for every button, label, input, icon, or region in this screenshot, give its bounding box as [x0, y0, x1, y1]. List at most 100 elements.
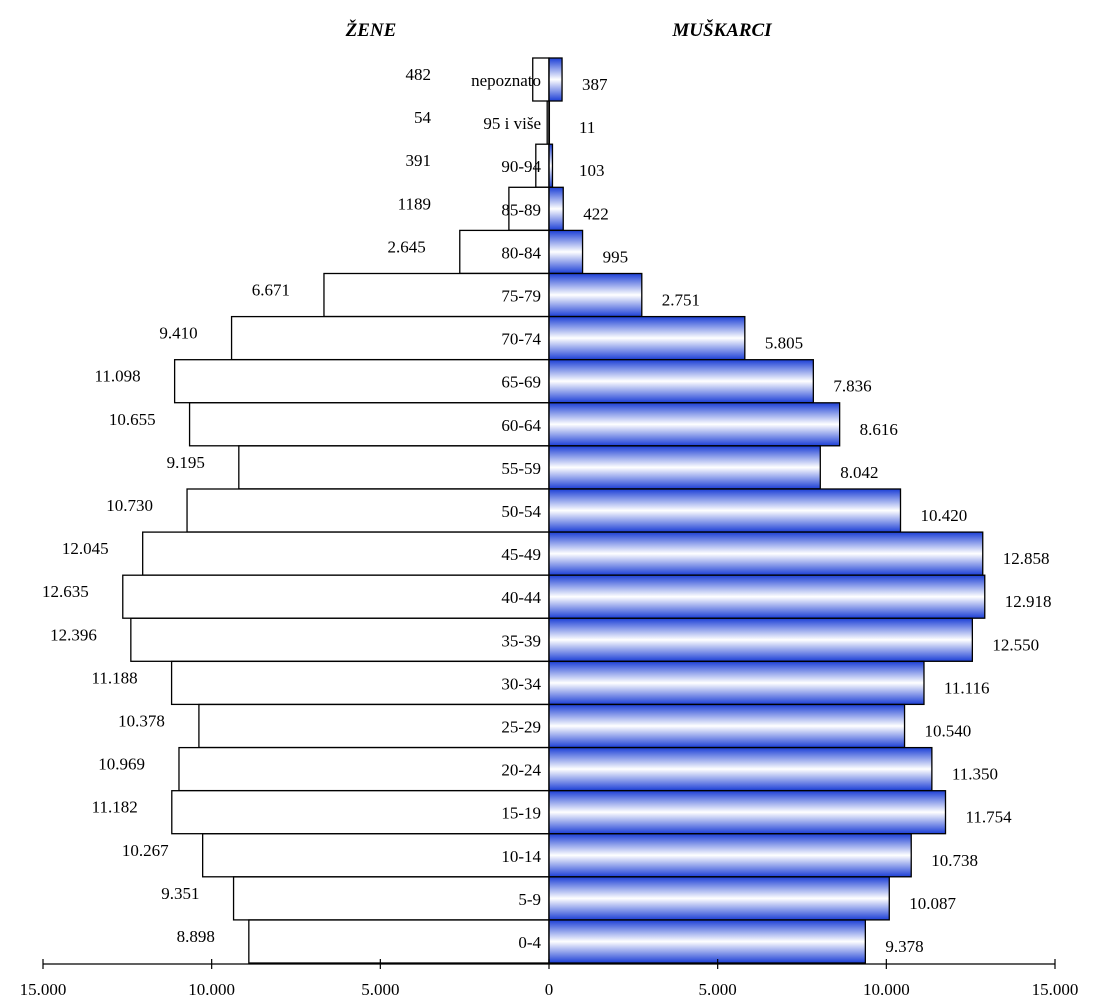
bar-male-10 [548, 488, 902, 533]
bar-female-11 [142, 531, 550, 576]
male-value-label: 995 [603, 247, 629, 266]
female-value-label: 391 [406, 151, 432, 170]
category-label: nepoznato [471, 71, 541, 90]
bar-male-8 [548, 402, 841, 447]
bar-female-12 [122, 574, 550, 619]
category-label: 65-69 [501, 373, 541, 392]
category-label: 45-49 [501, 545, 541, 564]
bar-female-18 [202, 833, 550, 878]
x-tick-label: 5.000 [699, 980, 737, 999]
category-label: 90-94 [501, 157, 541, 176]
bar-female-13 [130, 617, 550, 662]
bar-male-20 [548, 919, 867, 964]
male-value-label: 11.754 [966, 808, 1013, 827]
bar-female-15 [198, 703, 550, 749]
female-value-label: 12.396 [50, 625, 97, 644]
male-value-label: 2.751 [662, 291, 700, 310]
bar-female-20 [248, 919, 550, 964]
female-value-label: 10.655 [109, 410, 156, 429]
category-label: 70-74 [501, 330, 541, 349]
bar-female-10 [186, 488, 550, 533]
male-value-label: 10.738 [931, 851, 978, 870]
bar-male-7 [548, 359, 814, 404]
female-value-label: 11.188 [91, 668, 137, 687]
bar-female-7 [173, 359, 550, 404]
x-tick-label: 5.000 [361, 980, 399, 999]
female-value-label: 11.182 [92, 798, 138, 817]
bar-female-17 [171, 790, 550, 835]
category-label: 15-19 [501, 804, 541, 823]
bar-male-13 [548, 617, 974, 662]
male-value-label: 10.540 [925, 722, 972, 741]
bar-female-3 [508, 186, 550, 231]
female-value-label: 9.351 [161, 884, 199, 903]
category-label: 0-4 [518, 933, 541, 952]
x-tick-label: 15.000 [20, 980, 67, 999]
category-label: 95 i više [483, 114, 541, 133]
bar-female-16 [178, 746, 550, 792]
bar-male-5 [548, 272, 643, 318]
female-value-label: 10.969 [98, 755, 145, 774]
female-value-label: 12.045 [62, 539, 109, 558]
female-value-label: 10.730 [106, 496, 153, 515]
male-value-label: 387 [582, 75, 608, 94]
male-value-label: 5.805 [765, 334, 803, 353]
male-value-label: 11.350 [952, 765, 998, 784]
female-value-label: 9.195 [167, 453, 205, 472]
bar-female-8 [188, 402, 550, 447]
category-label: 30-34 [501, 674, 541, 693]
category-label: 40-44 [501, 588, 541, 607]
female-value-label: 9.410 [159, 324, 197, 343]
x-tick-label: 15.000 [1032, 980, 1079, 999]
x-axis: 15.000 10.000 5.000 0 5.000 10.000 15.000 [20, 959, 1079, 999]
female-value-label: 10.267 [122, 841, 169, 860]
female-value-label: 10.378 [118, 712, 165, 731]
category-label: 80-84 [501, 243, 541, 262]
category-label: 35-39 [501, 631, 541, 650]
category-label: 10-14 [501, 847, 541, 866]
bar-male-17 [548, 790, 947, 835]
category-label: 20-24 [501, 761, 541, 780]
category-label: 85-89 [501, 200, 541, 219]
bar-female-6 [230, 315, 550, 361]
male-value-label: 12.550 [992, 635, 1039, 654]
bars-group: nepoznato 482 387 95 i više 54 11 90-94 391 103 8… [42, 57, 1052, 964]
bar-male-12 [548, 574, 986, 619]
male-value-label: 422 [583, 204, 609, 223]
left-header: ŽENE [345, 19, 397, 41]
x-tick-label: 10.000 [188, 980, 235, 999]
bar-male-18 [548, 833, 912, 878]
male-value-label: 12.858 [1003, 549, 1050, 568]
male-value-label: 8.616 [860, 420, 898, 439]
bar-female-19 [232, 876, 550, 921]
male-value-label: 12.918 [1005, 592, 1052, 611]
female-value-label: 8.898 [177, 927, 215, 946]
male-value-label: 10.420 [921, 506, 968, 525]
bar-male-3 [548, 186, 564, 231]
male-value-label: 103 [579, 161, 605, 180]
category-label: 55-59 [501, 459, 541, 478]
male-value-label: 9.378 [885, 937, 923, 956]
bar-male-15 [548, 703, 906, 749]
male-value-label: 11 [579, 118, 595, 137]
female-value-label: 12.635 [42, 582, 89, 601]
female-value-label: 1189 [398, 194, 431, 213]
bar-male-6 [548, 315, 746, 361]
category-label: 5-9 [518, 890, 541, 909]
female-value-label: 2.645 [388, 237, 426, 256]
bar-female-14 [170, 660, 550, 706]
bar-male-0 [548, 57, 563, 102]
bar-male-16 [548, 746, 933, 792]
bar-male-11 [548, 531, 984, 576]
bar-male-19 [548, 876, 890, 921]
category-label: 50-54 [501, 502, 541, 521]
bar-female-4 [459, 229, 550, 275]
category-label: 60-64 [501, 416, 541, 435]
male-value-label: 7.836 [833, 377, 871, 396]
male-value-label: 8.042 [840, 463, 878, 482]
male-value-label: 10.087 [909, 894, 956, 913]
bar-male-4 [548, 229, 584, 275]
bar-female-9 [238, 445, 550, 490]
x-tick-label: 0 [545, 980, 554, 999]
